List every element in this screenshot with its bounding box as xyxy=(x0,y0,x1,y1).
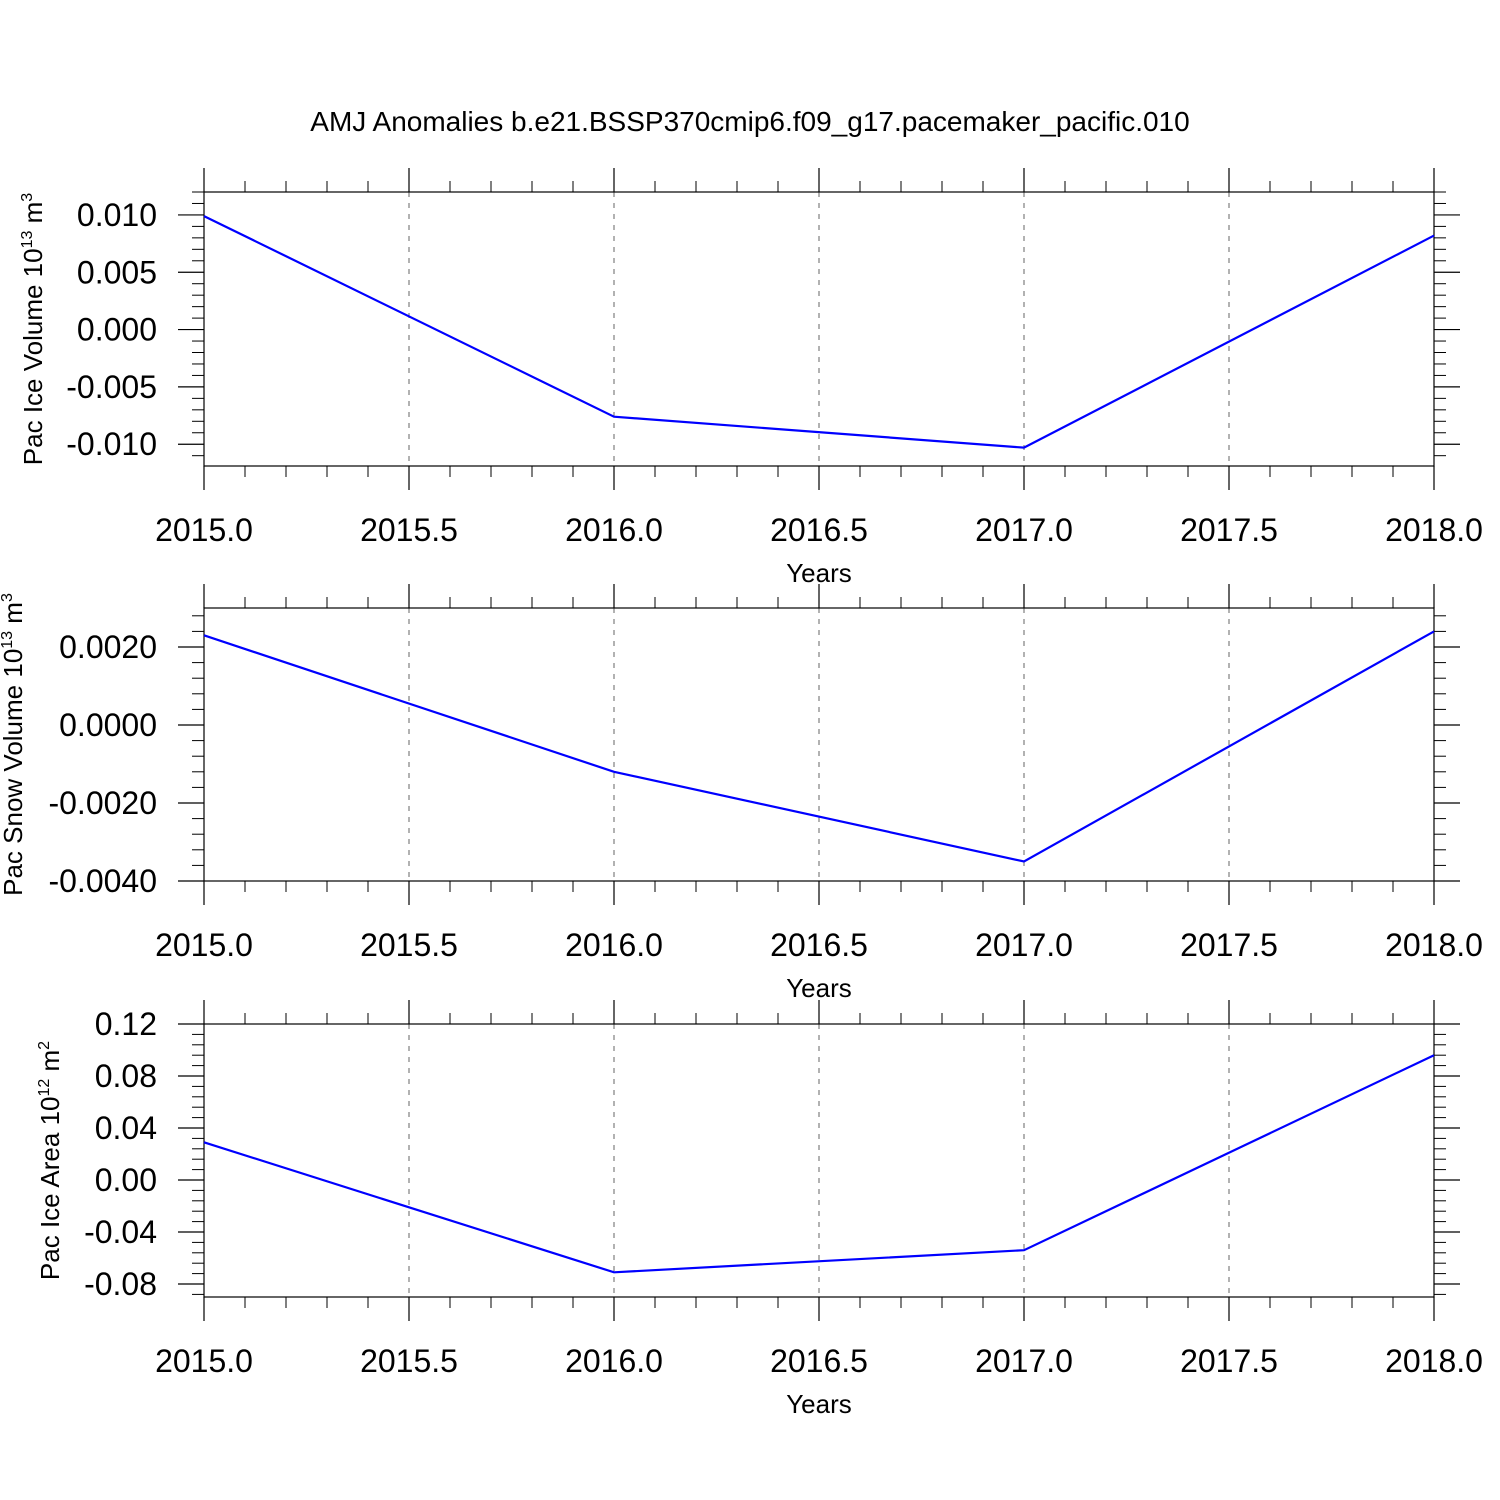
y-tick-label: 0.00 xyxy=(95,1162,157,1198)
y-axis-label: Pac Ice Area 1012 m2 xyxy=(35,1041,65,1280)
x-tick-label: 2016.0 xyxy=(565,927,663,963)
panels: 2015.0 2015.5 2016.0 2016.5 2017.0 2017.5 2018… xyxy=(0,168,1483,1419)
y-axis-label-part: Pac Ice Volume 10 xyxy=(18,248,48,465)
x-tick-label: 2016.0 xyxy=(565,1343,663,1379)
x-tick-label: 2015.5 xyxy=(360,512,458,548)
x-axis-label: Years xyxy=(786,973,852,1003)
y-tick-label: -0.08 xyxy=(84,1266,157,1302)
x-tick-label: 2015.0 xyxy=(155,1343,253,1379)
series-line xyxy=(203,630,1435,863)
y-axis-label-part: 12 xyxy=(36,1079,53,1097)
x-axis-label: Years xyxy=(786,1389,852,1419)
chart-panel-2: 2015.0 2015.5 2016.0 2016.5 2017.0 2017.5 2018… xyxy=(0,584,1483,1003)
chart-panel-3: 2015.0 2015.5 2016.0 2016.5 2017.0 2017.5 2018… xyxy=(35,1000,1483,1419)
y-tick-label: -0.0020 xyxy=(48,785,157,821)
x-tick-label: 2017.5 xyxy=(1180,512,1278,548)
x-tick-label: 2016.5 xyxy=(770,512,868,548)
x-tick-label: 2017.5 xyxy=(1180,927,1278,963)
y-tick-label: 0.0020 xyxy=(59,629,157,665)
y-tick-label: -0.005 xyxy=(66,369,157,405)
y-tick-label: 0.04 xyxy=(95,1110,157,1146)
x-tick-label: 2016.0 xyxy=(565,512,663,548)
x-tick-label: 2017.0 xyxy=(975,1343,1073,1379)
y-axis-label-part: m xyxy=(35,1050,65,1079)
x-tick-label: 2016.5 xyxy=(770,1343,868,1379)
y-axis-label-part: Pac Snow Volume 10 xyxy=(0,649,28,896)
x-tick-label: 2017.5 xyxy=(1180,1343,1278,1379)
series-line xyxy=(203,215,1435,449)
y-tick-label: 0.010 xyxy=(77,197,157,233)
x-axis-label: Years xyxy=(786,558,852,588)
x-tick-label: 2015.5 xyxy=(360,927,458,963)
y-axis-label-part: m xyxy=(18,202,48,231)
y-axis-label-part: 13 xyxy=(0,631,16,649)
series-line xyxy=(203,1054,1435,1274)
x-tick-label: 2015.0 xyxy=(155,927,253,963)
chart-panel-1: 2015.0 2015.5 2016.0 2016.5 2017.0 2017.5 2018… xyxy=(18,168,1483,588)
x-tick-label: 2017.0 xyxy=(975,512,1073,548)
x-tick-label: 2015.5 xyxy=(360,1343,458,1379)
y-tick-label: -0.04 xyxy=(84,1214,157,1250)
x-tick-label: 2016.5 xyxy=(770,927,868,963)
x-tick-label: 2017.0 xyxy=(975,927,1073,963)
y-axis-label-part: Pac Ice Area 10 xyxy=(35,1097,65,1281)
x-tick-label: 2015.0 xyxy=(155,512,253,548)
y-axis-label-part: 13 xyxy=(19,230,36,248)
y-axis-label-part: 2 xyxy=(36,1041,53,1050)
y-tick-label: 0.0000 xyxy=(59,707,157,743)
y-tick-label: -0.0040 xyxy=(48,863,157,899)
y-tick-label: 0.005 xyxy=(77,254,157,290)
y-tick-label: 0.12 xyxy=(95,1006,157,1042)
x-tick-label: 2018.0 xyxy=(1385,927,1483,963)
y-axis-label-part: 3 xyxy=(0,593,16,602)
y-axis-label-part: m xyxy=(0,602,28,631)
x-tick-label: 2018.0 xyxy=(1385,1343,1483,1379)
y-axis-label: Pac Snow Volume 1013 m3 xyxy=(0,593,28,896)
y-tick-label: 0.000 xyxy=(77,312,157,348)
chart-title: AMJ Anomalies b.e21.BSSP370cmip6.f09_g17… xyxy=(310,106,1189,137)
y-axis-label-part: 3 xyxy=(19,193,36,202)
y-axis-label: Pac Ice Volume 1013 m3 xyxy=(18,193,48,466)
y-tick-label: -0.010 xyxy=(66,426,157,462)
x-tick-label: 2018.0 xyxy=(1385,512,1483,548)
y-tick-label: 0.08 xyxy=(95,1058,157,1094)
